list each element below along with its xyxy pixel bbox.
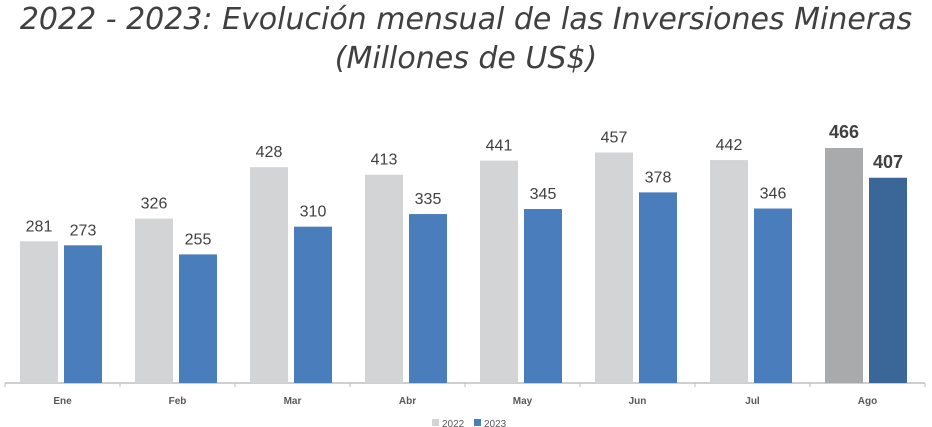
bar-2022-feb: [135, 218, 173, 383]
x-tick-label: Ago: [858, 396, 877, 407]
bar-2022-ago: [825, 148, 863, 383]
bar-2022-abr: [365, 174, 403, 383]
data-label: 413: [371, 152, 398, 169]
data-label: 281: [26, 218, 53, 235]
bar-2023-ene: [64, 245, 102, 383]
data-label: 466: [829, 122, 859, 142]
x-tick-label: Jun: [629, 396, 647, 407]
bar-2022-may: [480, 160, 518, 383]
x-tick-label: Feb: [169, 396, 187, 407]
bar-2022-jul: [710, 160, 748, 383]
data-label: 335: [415, 191, 442, 208]
data-label: 442: [716, 137, 743, 154]
x-tick-label: Ene: [53, 396, 72, 407]
data-label: 255: [185, 231, 212, 248]
bar-2023-feb: [179, 254, 217, 383]
bar-2023-jul: [754, 208, 792, 383]
bar-2022-mar: [250, 167, 288, 383]
x-tick-label: Jul: [745, 396, 760, 407]
legend-swatch-2022: [432, 419, 439, 426]
bar-2023-abr: [409, 214, 447, 383]
legend-swatch-2023: [474, 419, 481, 426]
legend-label: 2022: [442, 419, 465, 427]
chart-subtitle: (Millones de US$): [334, 41, 598, 76]
data-label: 407: [873, 152, 903, 172]
data-label: 428: [256, 144, 283, 161]
x-tick-label: May: [513, 396, 533, 407]
bar-2023-may: [524, 209, 562, 383]
bar-2023-jun: [639, 192, 677, 383]
bar-2022-ene: [20, 241, 58, 383]
data-label: 326: [141, 196, 168, 213]
chart-title: 2022 - 2023: Evolución mensual de las In…: [19, 2, 913, 37]
x-tick-label: Abr: [399, 396, 416, 407]
bar-2023-ago: [869, 177, 907, 383]
data-label: 310: [300, 204, 327, 221]
bar-2022-jun: [595, 152, 633, 383]
data-label: 441: [486, 138, 513, 155]
x-tick-label: Mar: [284, 396, 302, 407]
data-label: 378: [645, 169, 672, 186]
data-label: 345: [530, 186, 557, 203]
data-label: 273: [70, 222, 97, 239]
data-label: 346: [760, 186, 787, 203]
data-label: 457: [601, 130, 628, 147]
legend-label: 2023: [484, 419, 507, 427]
bar-2023-mar: [294, 226, 332, 383]
